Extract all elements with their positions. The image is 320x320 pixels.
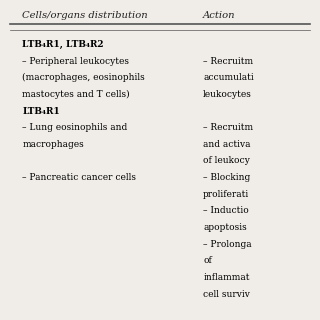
Text: (macrophages, eosinophils: (macrophages, eosinophils <box>22 73 145 83</box>
Text: accumulati: accumulati <box>203 73 254 82</box>
Text: – Lung eosinophils and: – Lung eosinophils and <box>22 123 128 132</box>
Text: mastocytes and T cells): mastocytes and T cells) <box>22 90 130 99</box>
Text: LTB₄R1, LTB₄R2: LTB₄R1, LTB₄R2 <box>22 40 104 49</box>
Text: proliferati: proliferati <box>203 190 250 199</box>
Text: – Inductio: – Inductio <box>203 206 249 215</box>
Text: – Prolonga: – Prolonga <box>203 240 252 249</box>
Text: Action: Action <box>203 11 236 20</box>
Text: – Pancreatic cancer cells: – Pancreatic cancer cells <box>22 173 136 182</box>
Text: leukocytes: leukocytes <box>203 90 252 99</box>
Text: of leukocу: of leukocу <box>203 156 250 165</box>
Text: and activa: and activa <box>203 140 251 149</box>
Text: – Peripheral leukocytes: – Peripheral leukocytes <box>22 57 129 66</box>
Text: – Recruitm: – Recruitm <box>203 123 253 132</box>
Text: inflammat: inflammat <box>203 273 250 282</box>
Text: macrophages: macrophages <box>22 140 84 149</box>
Text: Cells/organs distribution: Cells/organs distribution <box>22 11 148 20</box>
Text: – Blocking: – Blocking <box>203 173 251 182</box>
Text: cell surviv: cell surviv <box>203 290 250 299</box>
Text: LTB₄R1: LTB₄R1 <box>22 107 60 116</box>
Text: of: of <box>203 256 212 265</box>
Text: apoptosis: apoptosis <box>203 223 247 232</box>
Text: – Recruitm: – Recruitm <box>203 57 253 66</box>
